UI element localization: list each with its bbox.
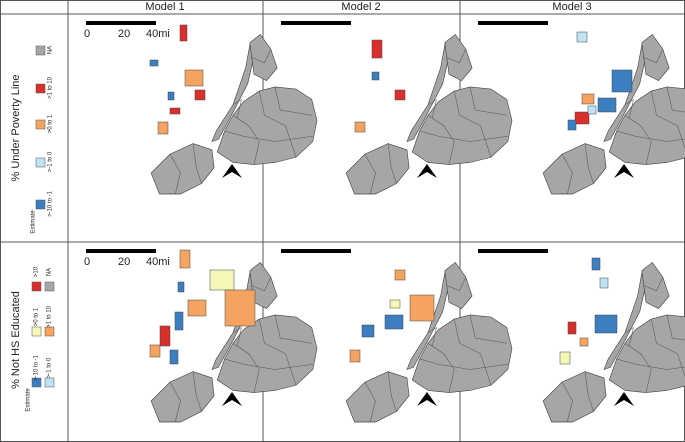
scale-label: 40mi [146, 256, 170, 268]
north-arrow [417, 164, 437, 178]
scale-bar [478, 21, 548, 25]
column-header: Model 3 [552, 1, 591, 13]
map-region [581, 93, 595, 105]
map-region [384, 314, 404, 330]
north-arrow [614, 164, 634, 178]
row-title: % Not HS Educated [10, 291, 22, 389]
map-region [567, 119, 577, 131]
map-region [167, 91, 175, 101]
map-region [579, 337, 589, 347]
legend-label: >-1 to 0 [48, 151, 54, 172]
map-panel: 0 20 40mi [84, 249, 318, 423]
legend-swatch [31, 377, 42, 388]
scale-label: 40mi [146, 28, 170, 40]
map-region [149, 59, 159, 67]
map-region [157, 121, 169, 135]
map-region [361, 324, 375, 338]
map-region [149, 344, 161, 358]
map-region [409, 294, 435, 322]
scale-label: 20 [118, 28, 130, 40]
map-region [179, 249, 191, 269]
north-arrow [222, 392, 242, 406]
legend-label: >10 [34, 266, 40, 277]
map-region [169, 107, 181, 115]
map-region [394, 89, 406, 101]
map-region [159, 325, 171, 347]
nyc-map [542, 34, 685, 195]
legend-label: >-1 to 0 [47, 357, 53, 378]
legend-swatch [35, 119, 46, 130]
scale-bar [86, 21, 156, 25]
scale-label: 0 [84, 256, 90, 268]
map-region [349, 349, 361, 363]
map-region [354, 121, 366, 133]
legend-swatch [35, 157, 46, 168]
nyc-map [542, 262, 685, 423]
scale-bar [86, 249, 156, 253]
scale-bar [281, 21, 351, 25]
row-title: % Under Poverty Line [10, 75, 22, 182]
map-panel [478, 249, 685, 423]
legend-label: NA [47, 268, 53, 276]
map-region [187, 299, 207, 317]
map-region [594, 314, 618, 334]
scale-bar [478, 249, 548, 253]
legend-label: NA [48, 46, 54, 54]
legend-label: >-10 to -1 [34, 354, 40, 381]
column-header: Model 1 [145, 1, 184, 13]
legend-swatch [44, 377, 55, 388]
map-region [184, 69, 204, 87]
map-region [394, 269, 406, 281]
map-region [371, 71, 380, 81]
legend-label: >1 to 10 [48, 76, 54, 99]
legend-heading: Estimate [31, 210, 37, 234]
legend-swatch [35, 199, 46, 210]
legend-heading: Estimate [26, 388, 32, 412]
legend-swatch [44, 326, 55, 337]
map-region [559, 351, 571, 365]
map-region [591, 257, 601, 271]
column-header: Model 2 [341, 1, 380, 13]
legend-label: >0 to 1 [34, 307, 40, 326]
north-arrow [417, 392, 437, 406]
scale-bar [281, 249, 351, 253]
map-region [194, 89, 206, 101]
map-region [177, 281, 185, 293]
map-region [209, 269, 235, 291]
map-region [567, 321, 577, 335]
map-region [576, 31, 588, 43]
scale-label: 0 [84, 28, 90, 40]
legend-swatch [31, 281, 42, 292]
legend-swatch [31, 326, 42, 337]
map-region [389, 299, 401, 309]
map-region [611, 69, 633, 93]
map-region [599, 277, 609, 289]
scale-label: 20 [118, 256, 130, 268]
north-arrow [222, 164, 242, 178]
legend-swatch [35, 83, 46, 94]
map-region [597, 97, 617, 113]
legend-swatch [35, 45, 46, 56]
map-panel [281, 249, 513, 423]
legend-label: >-10 to -1 [48, 190, 54, 217]
map-region [174, 311, 184, 331]
legend-swatch [44, 281, 55, 292]
map-panel [281, 21, 513, 195]
map-panel: 0 20 40mi [84, 21, 318, 195]
map-region [169, 349, 179, 365]
map-region [587, 105, 597, 115]
map-region [179, 24, 188, 42]
map-panel [478, 21, 685, 195]
map-region [224, 289, 256, 327]
legend-label: >1 to 10 [47, 305, 53, 328]
legend-label: >0 to 1 [48, 114, 54, 133]
map-region [574, 111, 590, 125]
map-region [371, 39, 383, 59]
north-arrow [614, 392, 634, 406]
